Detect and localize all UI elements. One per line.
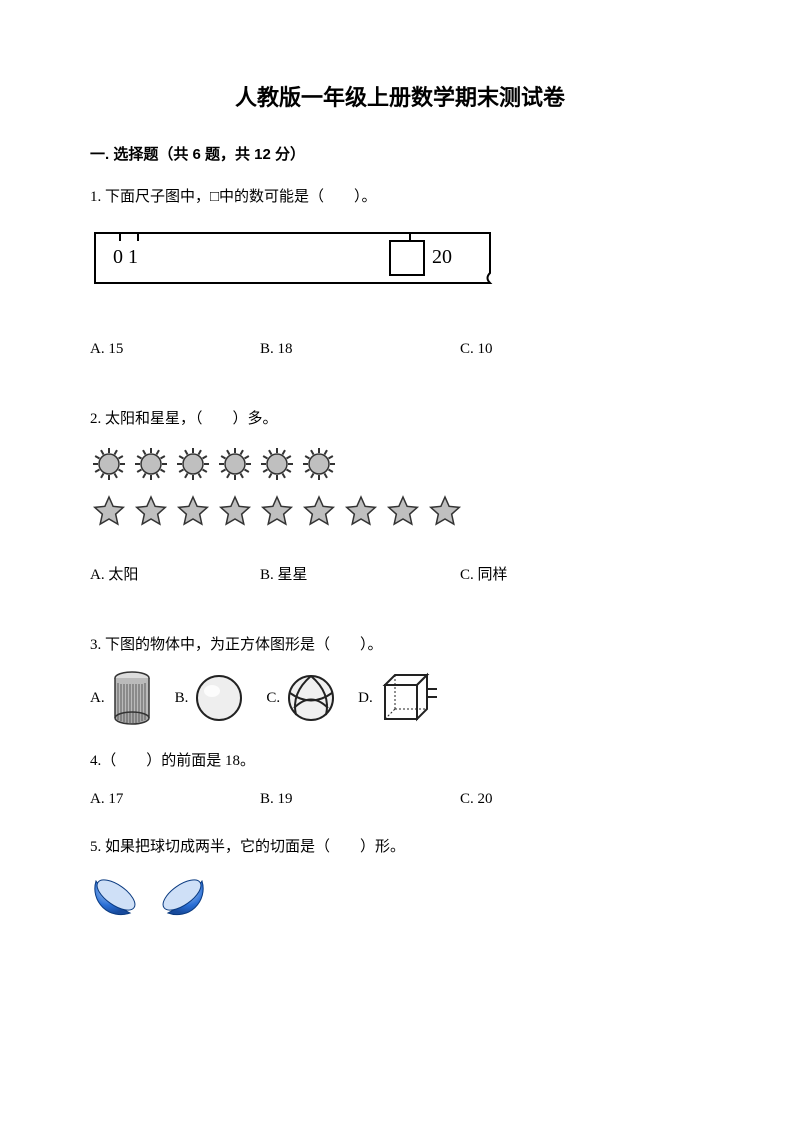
- q3-label-b: B.: [175, 686, 189, 710]
- star-icon: [174, 493, 212, 539]
- page-title: 人教版一年级上册数学期末测试卷: [90, 80, 710, 115]
- q4-options: A. 17 B. 19 C. 20: [90, 787, 710, 811]
- q1-opt-b[interactable]: B. 18: [260, 337, 460, 361]
- q1-text: 1. 下面尺子图中，□中的数可能是（ ）。: [90, 185, 710, 209]
- cube-icon: [379, 671, 439, 725]
- half-spheres-figure: [90, 873, 710, 921]
- q3-label-a: A.: [90, 686, 105, 710]
- sun-icon: [132, 445, 170, 491]
- q3-label-d: D.: [358, 686, 373, 710]
- sun-icon: [258, 445, 296, 491]
- q5-text: 5. 如果把球切成两半，它的切面是（ ）形。: [90, 835, 710, 859]
- q3-opt-b[interactable]: B.: [175, 673, 245, 723]
- star-icon: [132, 493, 170, 539]
- q4-opt-a[interactable]: A. 17: [90, 787, 260, 811]
- question-2: 2. 太阳和星星，（ ）多。 A. 太阳 B. 星星 C. 同样: [90, 407, 710, 587]
- q2-opt-c[interactable]: C. 同样: [460, 563, 610, 587]
- star-icon: [258, 493, 296, 539]
- sphere-icon: [194, 673, 244, 723]
- sun-icon: [90, 445, 128, 491]
- q2-text: 2. 太阳和星星，（ ）多。: [90, 407, 710, 431]
- q1-opt-c[interactable]: C. 10: [460, 337, 610, 361]
- cylinder-icon: [111, 671, 153, 725]
- q3-shapes: A. B.: [90, 671, 710, 725]
- svg-text:20: 20: [432, 246, 452, 268]
- q3-opt-c[interactable]: C.: [266, 673, 336, 723]
- star-icon: [384, 493, 422, 539]
- q1-opt-a[interactable]: A. 15: [90, 337, 260, 361]
- question-4: 4.（ ）的前面是 18。 A. 17 B. 19 C. 20: [90, 749, 710, 811]
- sun-icon: [174, 445, 212, 491]
- suns-row: [90, 445, 710, 491]
- q4-opt-b[interactable]: B. 19: [260, 787, 460, 811]
- svg-text:0 1: 0 1: [113, 246, 138, 268]
- q3-opt-d[interactable]: D.: [358, 671, 439, 725]
- star-icon: [342, 493, 380, 539]
- q3-opt-a[interactable]: A.: [90, 671, 153, 725]
- volleyball-icon: [286, 673, 336, 723]
- question-1: 1. 下面尺子图中，□中的数可能是（ ）。 0 1 20 A. 15 B. 18…: [90, 185, 710, 361]
- q3-text: 3. 下图的物体中，为正方体图形是（ ）。: [90, 633, 710, 657]
- q4-text: 4.（ ）的前面是 18。: [90, 749, 710, 773]
- q2-opt-b[interactable]: B. 星星: [260, 563, 460, 587]
- stars-row: [90, 493, 710, 539]
- q4-opt-c[interactable]: C. 20: [460, 787, 610, 811]
- star-icon: [300, 493, 338, 539]
- ruler-figure: 0 1 20: [90, 223, 710, 301]
- half-sphere-left-icon: [90, 873, 146, 921]
- section-heading: 一. 选择题（共 6 题，共 12 分）: [90, 143, 710, 167]
- question-3: 3. 下图的物体中，为正方体图形是（ ）。 A. B.: [90, 633, 710, 725]
- q3-label-c: C.: [266, 686, 280, 710]
- sun-icon: [300, 445, 338, 491]
- half-sphere-right-icon: [152, 873, 208, 921]
- star-icon: [90, 493, 128, 539]
- q2-options: A. 太阳 B. 星星 C. 同样: [90, 563, 710, 587]
- star-icon: [426, 493, 464, 539]
- question-5: 5. 如果把球切成两半，它的切面是（ ）形。: [90, 835, 710, 921]
- q1-options: A. 15 B. 18 C. 10: [90, 337, 710, 361]
- star-icon: [216, 493, 254, 539]
- q2-opt-a[interactable]: A. 太阳: [90, 563, 260, 587]
- sun-icon: [216, 445, 254, 491]
